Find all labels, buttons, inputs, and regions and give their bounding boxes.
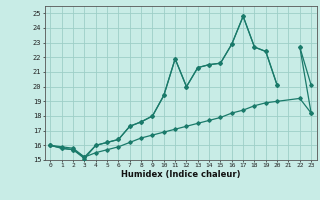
X-axis label: Humidex (Indice chaleur): Humidex (Indice chaleur) [121, 170, 241, 179]
